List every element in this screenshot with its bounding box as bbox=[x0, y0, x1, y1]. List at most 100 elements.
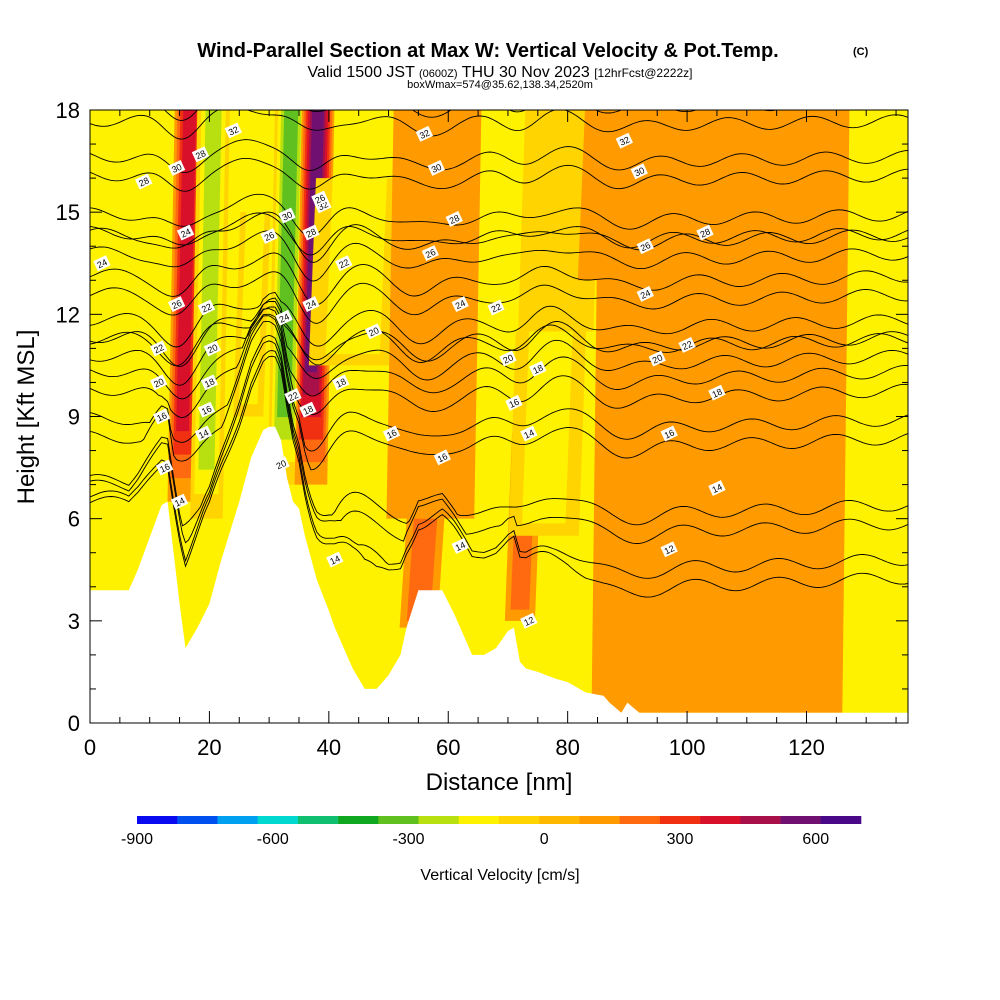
contour-label: 28 bbox=[191, 146, 210, 163]
contour-label-bg bbox=[630, 163, 648, 180]
theta-contour-16 bbox=[90, 320, 908, 471]
colorbar-tick-label: -300 bbox=[392, 831, 424, 848]
contour-label-bg bbox=[451, 537, 469, 554]
contour-label: 14 bbox=[326, 551, 344, 568]
contour-label-bg bbox=[648, 350, 666, 367]
contour-label-text: 24 bbox=[278, 312, 291, 325]
theta-contour-30 bbox=[90, 139, 908, 174]
y-tick-label: 15 bbox=[56, 200, 80, 225]
theta-contour-14 bbox=[90, 334, 908, 527]
theta-contour-32 bbox=[163, 110, 778, 121]
contour-label-bg bbox=[660, 425, 678, 442]
contour-label-bg bbox=[311, 190, 329, 207]
contour-label: 16 bbox=[433, 449, 451, 466]
contour-label-bg bbox=[275, 309, 293, 326]
contour-label-text: 14 bbox=[328, 553, 341, 566]
contour-label: 28 bbox=[696, 224, 714, 241]
contour-label: 24 bbox=[302, 296, 320, 313]
contour-label: 24 bbox=[275, 309, 293, 326]
contour-label-text: 22 bbox=[200, 301, 213, 314]
theta-contour-26 bbox=[90, 230, 908, 282]
contour-label-bg bbox=[203, 340, 222, 357]
y-tick-label: 6 bbox=[68, 507, 80, 532]
theta-contour-22 bbox=[90, 291, 908, 348]
contour-label-text: 26 bbox=[639, 240, 652, 253]
contour-label-bg bbox=[615, 132, 634, 149]
contour-label: 14 bbox=[194, 425, 213, 442]
x-axis: 0 20 40 60 80 100 120 bbox=[84, 110, 897, 760]
contour-label-text: 24 bbox=[96, 257, 109, 270]
colorbar-swatch bbox=[659, 816, 701, 824]
contour-label-text: 18 bbox=[710, 386, 723, 399]
contour-label: 22 bbox=[197, 299, 216, 316]
contour-label-text: 12 bbox=[522, 615, 535, 628]
theta-contours bbox=[90, 110, 908, 598]
contour-label-text: 20 bbox=[651, 352, 664, 365]
contour-label-bg bbox=[278, 207, 296, 224]
contour-label: 20 bbox=[648, 350, 666, 367]
contour-label-text: 24 bbox=[179, 226, 192, 239]
contour-label-text: 16 bbox=[155, 410, 168, 423]
contour-label-bg bbox=[299, 401, 317, 418]
contour-label: 28 bbox=[445, 211, 463, 227]
contour-label-text: 30 bbox=[430, 162, 443, 175]
contour-label: 30 bbox=[167, 159, 186, 176]
theta-contour-18 bbox=[90, 313, 908, 419]
contour-label: 22 bbox=[149, 340, 168, 357]
contour-label: 30 bbox=[278, 207, 296, 224]
colorbar-tick-label: -600 bbox=[257, 831, 289, 848]
colorbar-swatch bbox=[217, 816, 258, 824]
theta-contour-12 bbox=[90, 350, 908, 579]
y-tick-label: 0 bbox=[68, 711, 80, 736]
contour-label-bg bbox=[149, 374, 168, 391]
x-tick-label: 20 bbox=[197, 735, 221, 760]
contour-label: 18 bbox=[299, 401, 317, 418]
colorbar: -900 -600 -300 0 300 600 bbox=[121, 816, 862, 848]
contour-label: 28 bbox=[302, 224, 320, 241]
contour-label-text: 20 bbox=[275, 458, 288, 471]
colorbar-swatch bbox=[137, 816, 178, 824]
contour-label: 26 bbox=[421, 245, 440, 261]
colorbar-swatch bbox=[700, 816, 741, 824]
contour-label-text: 26 bbox=[424, 247, 437, 260]
y-tick-label: 12 bbox=[56, 302, 80, 327]
colorbar-tick-label: 300 bbox=[667, 831, 694, 848]
contour-label: 30 bbox=[427, 159, 445, 176]
contour-label: 20 bbox=[203, 340, 222, 357]
y-tick-label: 3 bbox=[68, 609, 80, 634]
x-tick-label: 120 bbox=[788, 735, 825, 760]
contour-label-text: 12 bbox=[663, 543, 676, 556]
subtitle-zulu: (0600Z) bbox=[419, 68, 458, 80]
contour-label-bg bbox=[678, 337, 696, 353]
contour-label: 22 bbox=[678, 337, 696, 353]
contour-label-bg bbox=[224, 122, 242, 139]
contour-labels: 12 12 14 14 14 14 14 14 16 16 16 16 16 16 16 18 18 18 18 18… bbox=[93, 122, 726, 629]
contour-label-bg bbox=[487, 299, 505, 316]
colorbar-swatch bbox=[740, 816, 781, 824]
colorbar-swatch bbox=[539, 816, 580, 824]
colorbar-swatch bbox=[499, 816, 540, 824]
contour-label-bg bbox=[272, 456, 290, 473]
contour-label-text: 14 bbox=[197, 427, 210, 440]
x-tick-label: 40 bbox=[317, 735, 341, 760]
contour-label-text: 24 bbox=[639, 288, 652, 301]
contour-label: 26 bbox=[260, 228, 278, 244]
contour-label-bg bbox=[660, 541, 678, 558]
contour-label-text: 16 bbox=[507, 397, 520, 410]
x-tick-label: 0 bbox=[84, 735, 96, 760]
colorbar-swatch bbox=[579, 816, 620, 824]
colorbar-label: Vertical Velocity [cm/s] bbox=[420, 867, 579, 884]
theta-contour-26 bbox=[90, 211, 908, 263]
contour-label: 24 bbox=[451, 296, 469, 313]
contour-label-bg bbox=[364, 323, 383, 340]
contour-label-bg bbox=[382, 425, 401, 442]
contour-label: 28 bbox=[135, 173, 153, 190]
contour-label-bg bbox=[433, 449, 451, 466]
theta-contour-28 bbox=[90, 193, 908, 237]
colorbar-swatch bbox=[418, 816, 460, 824]
contour-label-text: 18 bbox=[334, 376, 347, 389]
contour-label-text: 18 bbox=[531, 363, 544, 376]
colorbar-tick-label: -900 bbox=[121, 831, 153, 848]
contour-label: 16 bbox=[660, 425, 678, 442]
